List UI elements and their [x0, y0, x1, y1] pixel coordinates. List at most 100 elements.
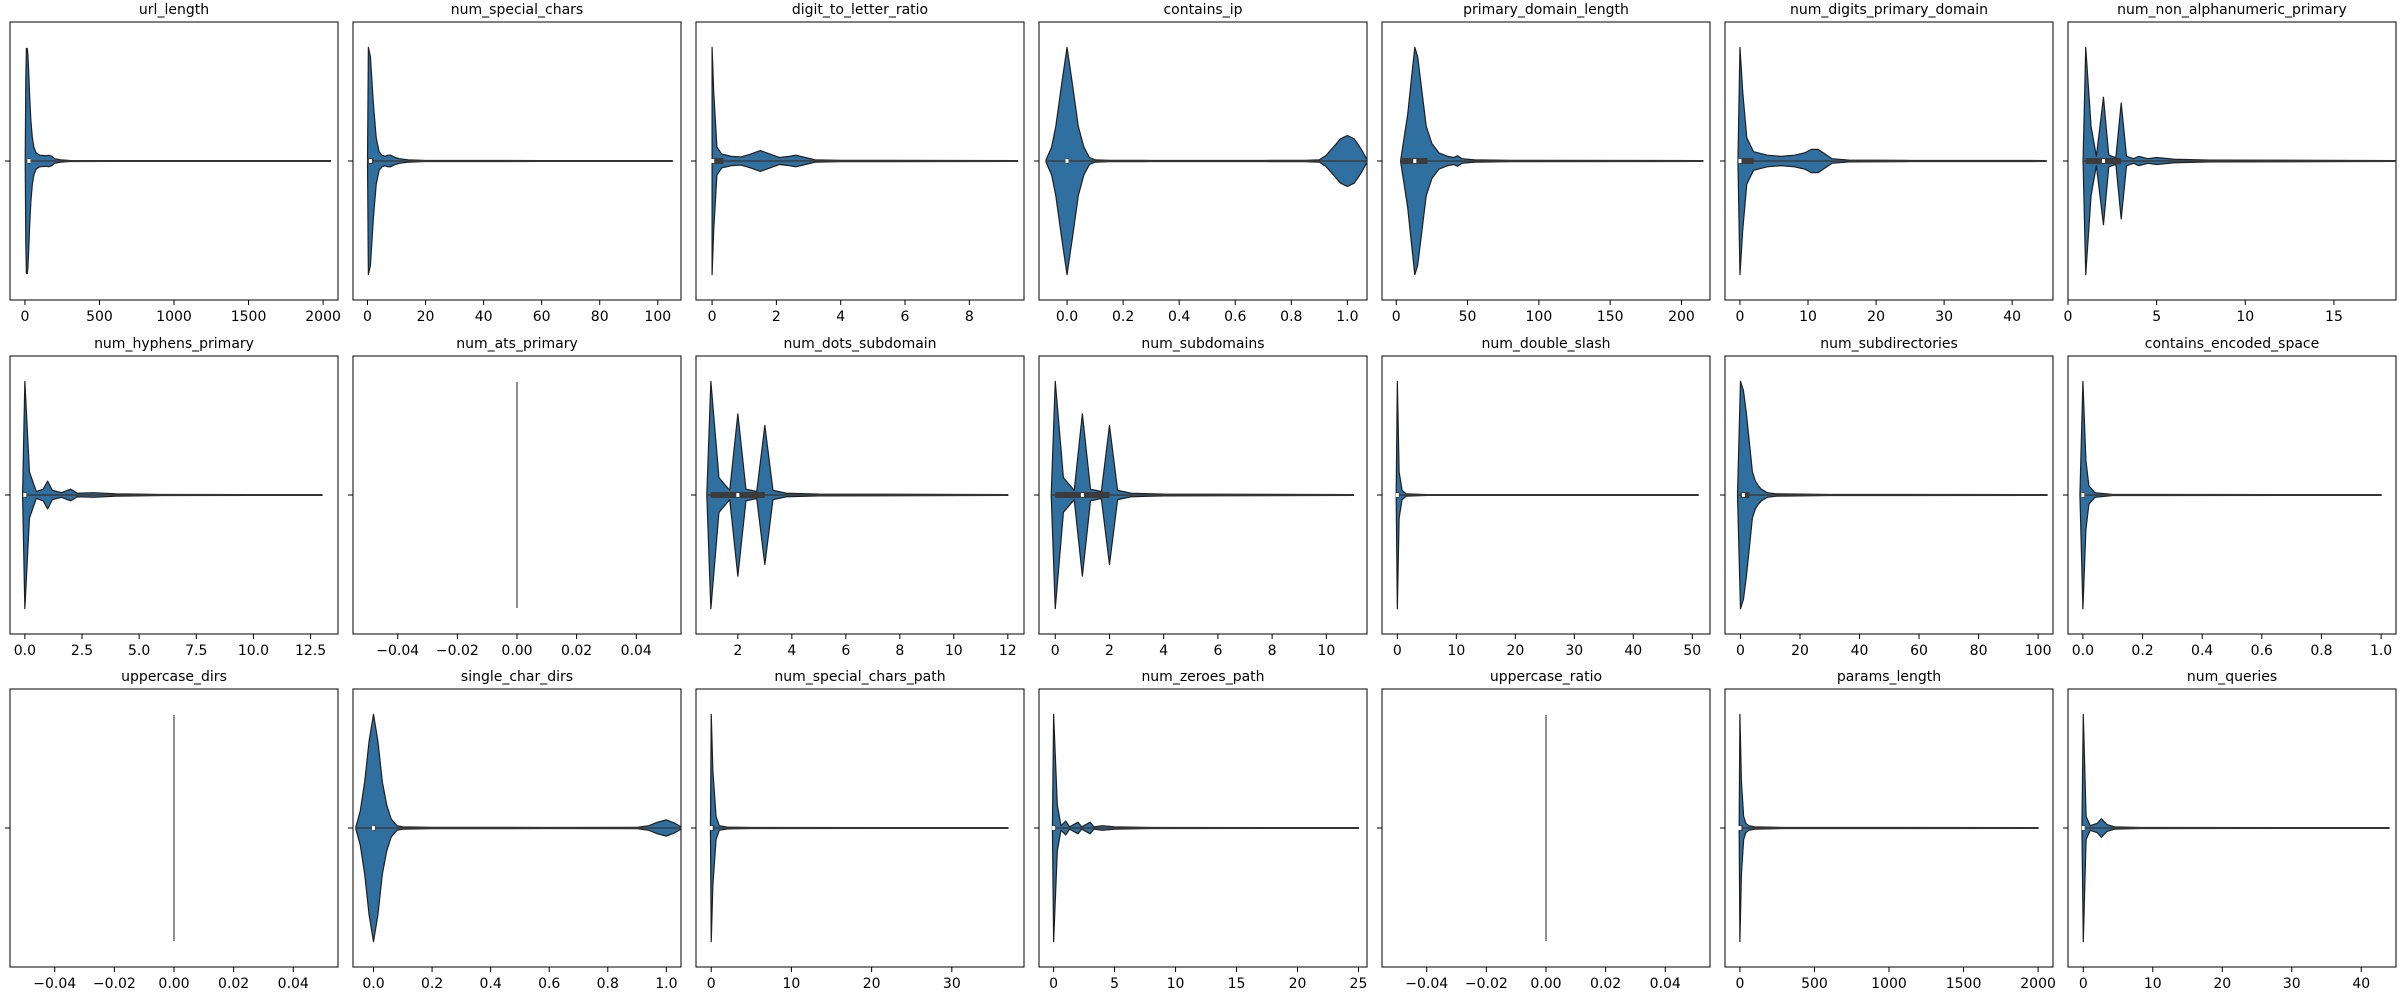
x-tick-label: 2 — [1105, 643, 1114, 659]
x-tick-label: 30 — [2283, 976, 2301, 992]
x-tick-label: 10 — [1447, 643, 1465, 659]
x-tick-label: 0.2 — [2131, 643, 2153, 659]
x-tick-label: 6 — [901, 309, 910, 325]
subplot-num-subdomains: num_subdomains 0 2 4 6 8 10 — [1034, 336, 1368, 659]
subplot-title: num_double_slash — [1481, 336, 1610, 352]
violin-median — [368, 159, 372, 163]
x-tick-label: −0.04 — [1405, 976, 1448, 992]
x-tick-label: 0.8 — [2310, 643, 2332, 659]
x-tick-label: 2.5 — [71, 643, 93, 659]
x-tick-label: 10 — [945, 643, 963, 659]
subplot-title: primary_domain_length — [1463, 2, 1629, 18]
violin-median — [1052, 826, 1056, 830]
violin-median — [23, 493, 27, 497]
x-tick-label: 10.0 — [238, 643, 269, 659]
subplot-title: contains_ip — [1163, 2, 1242, 18]
violin-iqr-box — [711, 825, 715, 831]
x-tick-label: 8 — [965, 309, 974, 325]
x-tick-label: 0.02 — [561, 643, 592, 659]
x-tick-label: 0 — [2064, 309, 2073, 325]
subplot-num-special-chars-path: num_special_chars_path 0 10 20 30 — [691, 669, 1025, 992]
x-tick-label: 0.02 — [1590, 976, 1621, 992]
subplot-contains-ip: contains_ip 0.0 0.2 0.4 0.6 0.8 1.0 — [1034, 2, 1368, 325]
violin-median — [1395, 493, 1399, 497]
x-tick-label: 20 — [1506, 643, 1524, 659]
x-tick-label: 40 — [2003, 309, 2021, 325]
x-tick-label: 0.0 — [2072, 643, 2094, 659]
subplot-title: num_subdomains — [1141, 336, 1264, 352]
x-tick-label: 2000 — [305, 309, 341, 325]
subplot-title: uppercase_dirs — [121, 669, 227, 685]
x-tick-label: 0.0 — [362, 976, 384, 992]
x-tick-label: 50 — [1683, 643, 1701, 659]
subplot-num-subdirectories: num_subdirectories 0 20 40 60 80 100 — [1720, 336, 2054, 659]
x-tick-label: 0.2 — [421, 976, 443, 992]
violin-median — [27, 159, 31, 163]
x-tick-label: 0.6 — [538, 976, 560, 992]
x-tick-label: −0.02 — [436, 643, 479, 659]
subplot-title: num_special_chars — [451, 2, 583, 18]
subplot-num-dots-subdomain: num_dots_subdomain 2 4 6 8 10 12 — [691, 336, 1025, 659]
subplot-title: num_hyphens_primary — [94, 336, 254, 352]
x-tick-label: 10 — [1799, 309, 1817, 325]
x-tick-label: 20 — [2213, 976, 2231, 992]
violin-median — [1065, 159, 1069, 163]
x-tick-label: 10 — [2236, 309, 2254, 325]
x-tick-label: 1500 — [231, 309, 267, 325]
x-tick-label: 12.5 — [295, 643, 326, 659]
x-tick-label: 40 — [1624, 643, 1642, 659]
violin-median — [2081, 826, 2085, 830]
x-tick-label: 0 — [1735, 976, 1744, 992]
x-tick-label: 0.04 — [1650, 976, 1681, 992]
x-tick-label: 0 — [1049, 976, 1058, 992]
subplot-num-digits-primary-domain: num_digits_primary_domain 0 10 20 30 40 — [1720, 2, 2054, 325]
subplot-title: num_queries — [2187, 669, 2277, 685]
x-tick-label: 40 — [2352, 976, 2370, 992]
x-tick-label: 60 — [533, 309, 551, 325]
violin-median — [736, 493, 740, 497]
x-tick-label: 8 — [895, 643, 904, 659]
subplot-num-non-alphanumeric-primary: num_non_alphanumeric_primary 0 5 10 15 — [2063, 2, 2397, 325]
x-tick-label: 50 — [1459, 309, 1477, 325]
x-tick-label: 20 — [1289, 976, 1307, 992]
x-tick-label: 0.04 — [278, 976, 309, 992]
x-tick-label: 150 — [1597, 309, 1624, 325]
x-tick-label: 0.4 — [2191, 643, 2213, 659]
x-tick-label: 1000 — [156, 309, 192, 325]
x-tick-label: 40 — [1851, 643, 1869, 659]
x-tick-label: 0 — [708, 309, 717, 325]
violin-median — [1741, 493, 1745, 497]
x-tick-label: 15 — [1228, 976, 1246, 992]
x-tick-label: 2 — [733, 643, 742, 659]
violin-median — [1080, 493, 1084, 497]
x-tick-label: −0.02 — [93, 976, 136, 992]
violin-median — [2081, 493, 2085, 497]
violin-median — [2101, 159, 2105, 163]
subplot-uppercase-ratio: uppercase_ratio −0.04 −0.02 0.00 0.02 0.04 — [1377, 669, 1711, 992]
subplot-title: num_ats_primary — [456, 336, 578, 352]
x-tick-label: 20 — [1867, 309, 1885, 325]
x-tick-label: 0.8 — [597, 976, 619, 992]
x-tick-label: 12 — [999, 643, 1017, 659]
x-tick-label: 10 — [783, 976, 801, 992]
subplot-num-queries: num_queries 0 10 20 30 40 — [2063, 669, 2397, 992]
x-tick-label: 0 — [1393, 643, 1402, 659]
x-tick-label: 4 — [1159, 643, 1168, 659]
x-tick-label: 2 — [772, 309, 781, 325]
x-tick-label: 20 — [1791, 643, 1809, 659]
subplot-num-hyphens-primary: num_hyphens_primary 0.0 2.5 5.0 7.5 10.0 12.5 — [5, 336, 339, 659]
subplot-num-ats-primary: num_ats_primary −0.04 −0.02 0.00 0.02 0.04 — [348, 336, 682, 659]
violin-median — [1413, 159, 1417, 163]
subplot-params-length: params_length 0 500 1000 1500 2000 — [1720, 669, 2056, 992]
x-tick-label: 0.6 — [2251, 643, 2273, 659]
x-tick-label: 0.00 — [501, 643, 532, 659]
subplot-primary-domain-length: primary_domain_length 0 50 100 150 200 — [1377, 2, 1711, 325]
x-tick-label: −0.04 — [33, 976, 76, 992]
subplot-title: uppercase_ratio — [1490, 669, 1602, 685]
violin-median — [709, 826, 713, 830]
x-tick-label: 4 — [787, 643, 796, 659]
subplot-contains-encoded-space: contains_encoded_space 0.0 0.2 0.4 0.6 0.8 1.0 — [2063, 336, 2397, 659]
x-tick-label: 0.4 — [480, 976, 502, 992]
x-tick-label: 30 — [1935, 309, 1953, 325]
x-tick-label: 6 — [841, 643, 850, 659]
